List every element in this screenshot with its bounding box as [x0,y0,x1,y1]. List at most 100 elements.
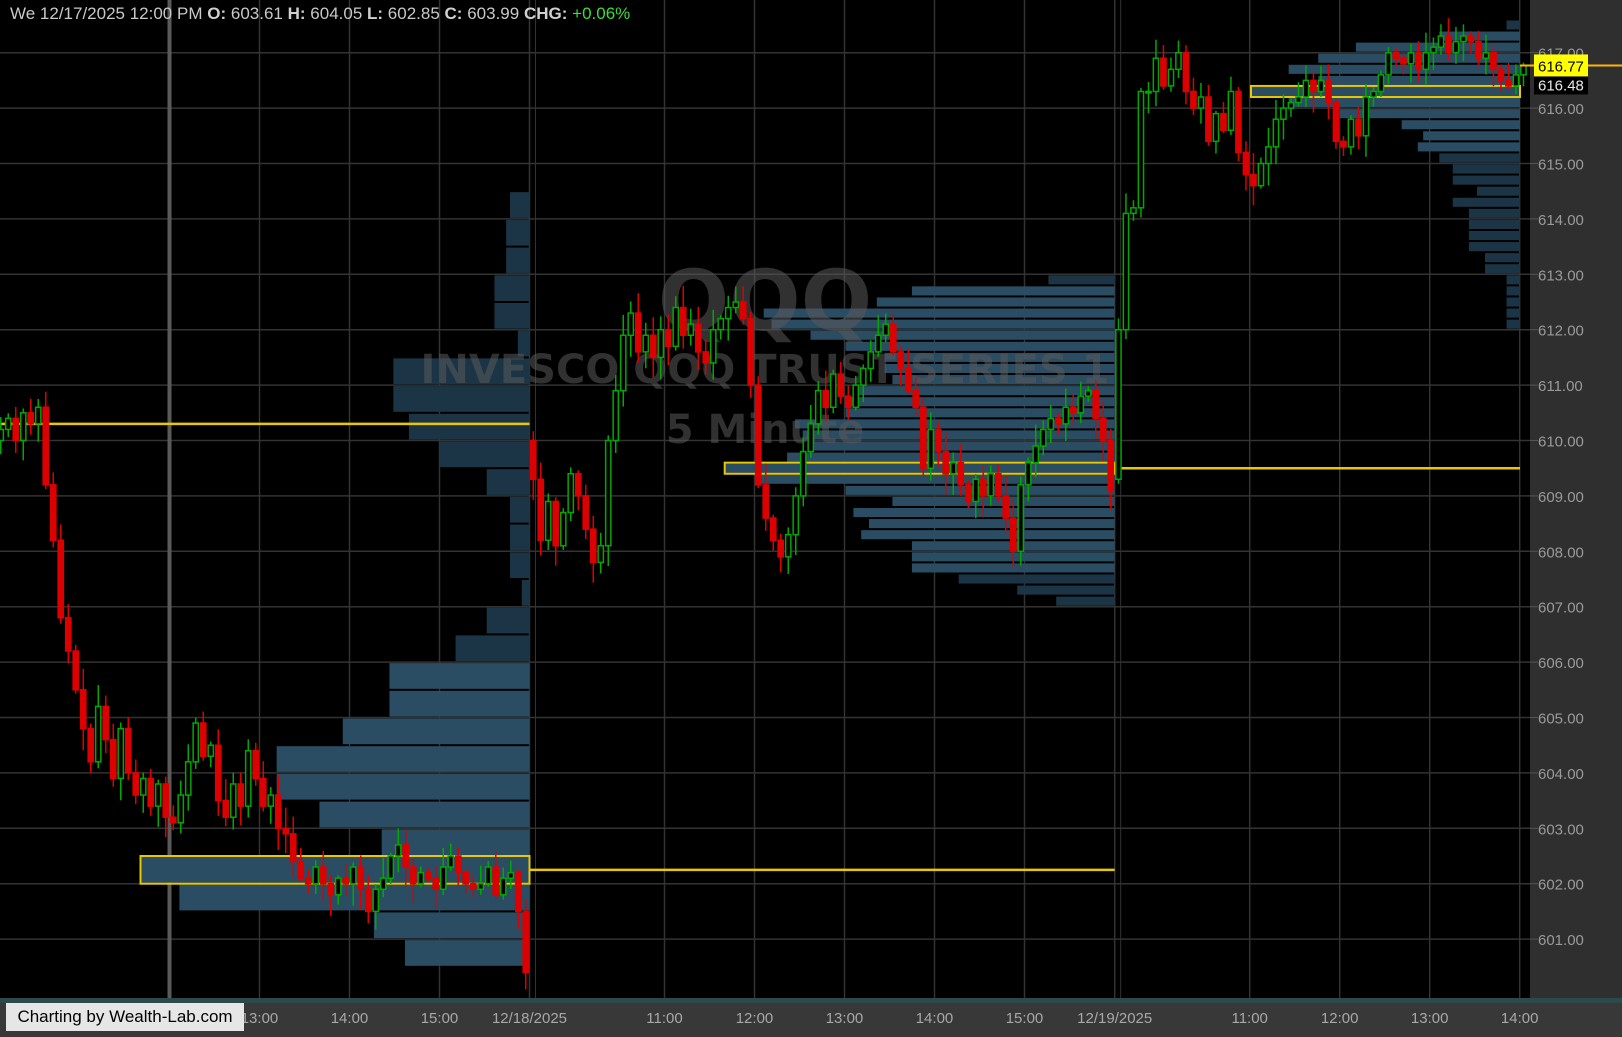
candle-body [837,373,845,397]
candle-body [477,882,485,890]
candle [214,729,222,816]
volume-profile-bar [1017,585,1115,595]
time-tick-label: 13:00 [826,1010,864,1027]
time-tick-label: 12/19/2025 [1077,1010,1152,1027]
candle [1047,404,1055,444]
price-axis[interactable]: 601.00 602.00 603.00 604.00 605.00 606.00 607.… [1520,0,1622,998]
candle-body [1002,495,1010,519]
candle-body [702,351,710,364]
candle [1002,475,1010,533]
candle-body [327,882,335,896]
candle [904,349,912,394]
volume-profile-bar [876,297,1115,307]
volume-profile-bar [1468,208,1520,218]
candle [1460,24,1467,62]
candle-body [1370,90,1377,98]
candle [1205,84,1212,146]
candle [972,473,980,519]
candle [222,779,230,827]
candle [619,314,627,407]
candle-body [979,478,987,497]
volume-profile-bar [724,463,1115,473]
candle-body [1062,406,1070,425]
time-tick-label: 15:00 [421,1010,459,1027]
candle-body [769,517,777,541]
candle-body [19,412,27,442]
volume-profile-bar [408,413,530,440]
candle-body [582,495,590,530]
candle-body [1122,212,1130,331]
candle-body [694,323,702,353]
candle [1115,318,1122,484]
volume-profile-bar [911,563,1115,573]
candle [1512,64,1520,95]
volume-profile-bar [845,341,1115,351]
candle [672,296,680,351]
volume-profile-bar [389,690,530,717]
candle [859,364,867,403]
candle-body [964,484,972,503]
candle [777,533,785,573]
candle [1160,44,1167,90]
candle-body [274,794,282,830]
candle [169,805,177,831]
candle-body [844,395,852,409]
candle [732,286,740,314]
volume-profile-bar [276,773,530,800]
volume-profile-bar [958,574,1115,584]
candle-body [1422,51,1430,71]
candle-body [177,794,185,824]
candle-body [1512,74,1520,87]
candle [1257,157,1265,189]
candle-body [1175,51,1182,71]
candle-body [627,312,635,336]
candle [27,398,35,435]
volume-profile-bar [179,884,530,911]
candle [34,398,42,442]
time-tick-label: 15:00 [1006,1010,1044,1027]
candle-body [462,871,470,885]
time-tick-label: 12/18/2025 [492,1010,567,1027]
candle-body [252,749,260,780]
candle [1302,65,1310,107]
candle-body [739,301,747,320]
candle-body [522,910,530,974]
candle [1362,84,1370,157]
candle [1024,457,1032,502]
time-tick-label: 13:00 [1411,1010,1449,1027]
candle [132,759,140,805]
candle [87,723,95,774]
candle [762,463,770,531]
volume-profile-bar [1423,131,1520,141]
candle [342,864,350,896]
volume-profile-bar [1339,109,1520,119]
candle [604,435,612,566]
candle [574,470,582,511]
candle [1227,76,1235,135]
candle [49,472,57,548]
candle-body [1257,162,1265,187]
candle [57,524,65,624]
credit-label[interactable]: Charting by Wealth-Lab.com [6,1003,244,1031]
candle [957,444,965,496]
candle [634,293,642,363]
time-axis[interactable]: 13:00 14:00 15:00 12/18/2025 11:00 12:00 13:00… [0,998,1622,1037]
volume-profile-bar [845,408,1115,418]
volume-profile-bar [506,247,530,274]
candle [852,375,860,411]
candle [1437,24,1445,55]
candle [1182,45,1190,105]
volume-profile-bar [510,524,530,551]
candle-body [297,860,305,879]
candle-body [282,827,290,835]
candle-body [574,472,582,497]
price-tick-label: 604.00 [1538,766,1584,783]
candle [994,464,1002,502]
candle-body [927,428,935,469]
volume-profile-bar [1506,286,1520,296]
candle [724,295,732,341]
candle [387,852,395,884]
candle [1310,71,1317,113]
candle [769,514,777,551]
